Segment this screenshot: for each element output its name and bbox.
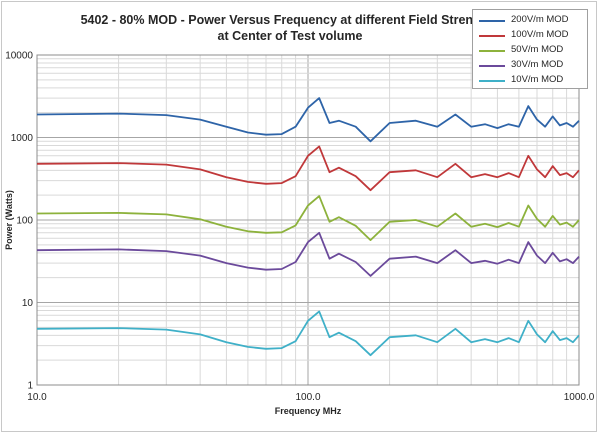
- x-tick-label: 1000.0: [564, 392, 595, 403]
- legend-label: 30V/m MOD: [511, 59, 564, 70]
- series-line-3: [36, 231, 580, 277]
- legend: 200V/m MOD 100V/m MOD 50V/m MOD 30V/m MOD 10…: [472, 9, 588, 89]
- chart-title: 5402 - 80% MOD - Power Versus Frequency …: [80, 13, 500, 27]
- y-axis-ticks: 1 10 100 1000 10000: [5, 51, 33, 392]
- legend-label: 100V/m MOD: [511, 29, 569, 40]
- legend-label: 10V/m MOD: [511, 74, 564, 85]
- y-tick-label: 1: [27, 381, 33, 392]
- series-line-0: [36, 97, 580, 143]
- legend-label: 200V/m MOD: [511, 14, 569, 25]
- legend-swatch: [479, 80, 505, 82]
- x-tick-label: 10.0: [27, 392, 47, 403]
- y-tick-label: 1000: [11, 133, 34, 144]
- y-tick-label: 10000: [5, 51, 33, 62]
- legend-swatch: [479, 65, 505, 67]
- legend-item: 30V/m MOD: [479, 59, 587, 73]
- legend-item: 100V/m MOD: [479, 29, 587, 43]
- legend-item: 200V/m MOD: [479, 14, 587, 28]
- legend-label: 50V/m MOD: [511, 44, 564, 55]
- grid-lines: [36, 54, 580, 386]
- y-axis-label: Power (Watts): [4, 190, 14, 250]
- x-axis-label: Frequency MHz: [275, 406, 342, 416]
- series-line-1: [36, 145, 580, 192]
- series-layer: [36, 97, 580, 357]
- legend-item: 10V/m MOD: [479, 74, 587, 88]
- legend-swatch: [479, 35, 505, 37]
- legend-swatch: [479, 50, 505, 52]
- legend-swatch: [479, 20, 505, 22]
- x-tick-label: 100.0: [295, 392, 320, 403]
- series-line-2: [36, 195, 580, 242]
- x-axis-ticks: 10.0 100.0 1000.0: [27, 392, 594, 403]
- chart-subtitle: at Center of Test volume: [217, 29, 363, 43]
- y-tick-label: 100: [16, 216, 33, 227]
- y-tick-label: 10: [22, 298, 34, 309]
- series-line-4: [36, 310, 580, 357]
- legend-item: 50V/m MOD: [479, 44, 587, 58]
